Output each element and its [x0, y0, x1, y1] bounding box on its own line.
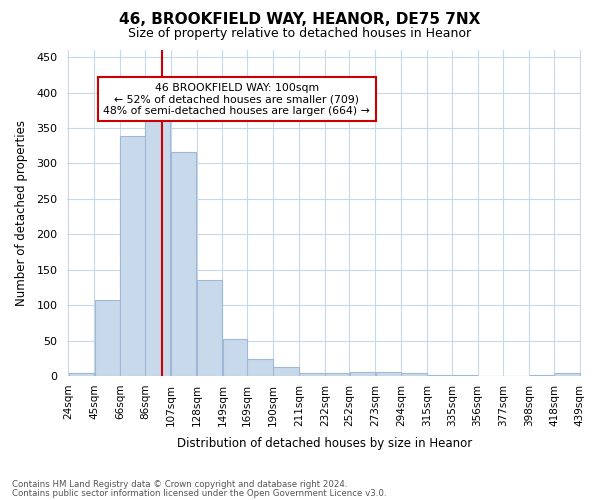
Bar	[121, 136, 145, 376]
Bar	[247, 359, 273, 376]
Text: Contains HM Land Registry data © Crown copyright and database right 2024.: Contains HM Land Registry data © Crown c…	[12, 480, 347, 489]
Text: 46 BROOKFIELD WAY: 100sqm
← 52% of detached houses are smaller (709)
48% of semi: 46 BROOKFIELD WAY: 100sqm ← 52% of detac…	[103, 82, 370, 116]
Text: Size of property relative to detached houses in Heanor: Size of property relative to detached ho…	[128, 28, 472, 40]
Bar	[273, 367, 299, 376]
Y-axis label: Number of detached properties: Number of detached properties	[15, 120, 28, 306]
Text: 46, BROOKFIELD WAY, HEANOR, DE75 7NX: 46, BROOKFIELD WAY, HEANOR, DE75 7NX	[119, 12, 481, 28]
Bar	[376, 372, 401, 376]
X-axis label: Distribution of detached houses by size in Heanor: Distribution of detached houses by size …	[176, 437, 472, 450]
Bar	[554, 374, 580, 376]
Bar	[95, 300, 120, 376]
Bar	[427, 374, 451, 376]
Bar	[145, 110, 170, 376]
Bar	[68, 372, 94, 376]
Bar	[299, 372, 325, 376]
Bar	[171, 152, 196, 376]
Bar	[401, 372, 427, 376]
Bar	[325, 372, 349, 376]
Bar	[197, 280, 222, 376]
Bar	[350, 372, 375, 376]
Text: Contains public sector information licensed under the Open Government Licence v3: Contains public sector information licen…	[12, 488, 386, 498]
Bar	[223, 338, 247, 376]
